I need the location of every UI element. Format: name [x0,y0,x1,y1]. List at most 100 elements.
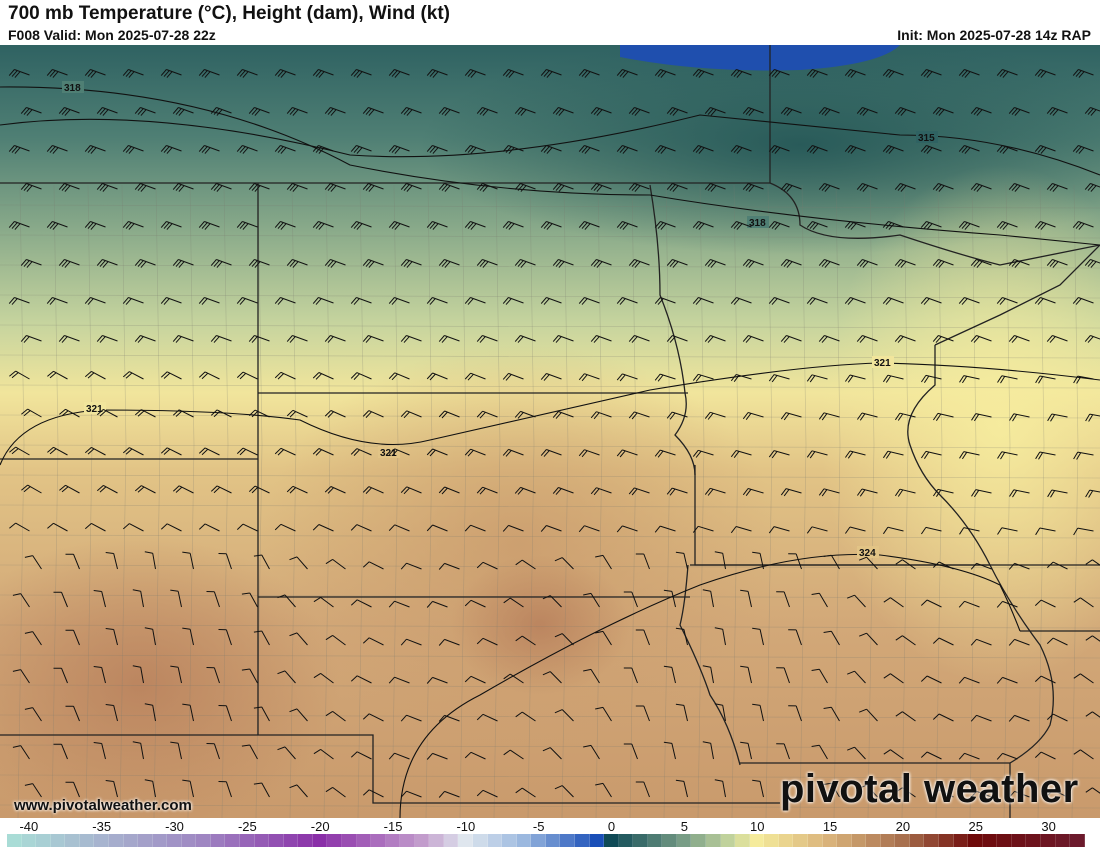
wind-barb [882,374,904,383]
wind-barb [654,449,676,458]
wind-barb [920,450,942,459]
weather-map[interactable]: 318 315 318 321 321 321 324 [0,45,1100,818]
wind-barb [882,221,904,230]
wind-barb [623,591,638,608]
wind-barb [502,448,524,457]
colorbar-tick: -20 [310,819,330,834]
wind-barb [59,484,80,494]
wind-barb [776,743,790,760]
colorbar-cell [822,834,838,847]
wind-barb [996,69,1018,78]
wind-barb [1084,183,1100,192]
wind-barb [1008,714,1030,722]
wind-barb [635,705,650,722]
wind-barb [663,741,676,760]
wind-barb [172,335,194,343]
wind-barb [806,69,828,78]
wind-barb [997,375,1018,384]
wind-barb [704,411,726,420]
wind-barb [134,335,156,343]
wind-barb [438,259,460,268]
wind-barb [312,448,334,456]
wind-barb [590,411,612,420]
wind-barb [752,551,764,570]
colorbar-cell [851,834,867,847]
wind-barb [883,597,904,608]
wind-barb [542,747,562,760]
wind-barb [856,183,878,192]
wind-barb [312,221,334,230]
wind-barb [675,703,688,722]
wind-barb [583,744,600,760]
wind-barb [1034,599,1056,608]
wind-barb [8,69,30,78]
wind-barb [970,259,992,268]
wind-barb [1034,145,1056,154]
county-line [0,474,1100,479]
wind-barb [583,592,600,608]
wind-barb [742,259,764,268]
wind-barb [236,221,258,230]
wind-barb [590,183,612,192]
wind-barb [1085,489,1100,498]
wind-barb [502,372,524,381]
wind-barb [58,259,80,268]
wind-barb [666,259,688,268]
wind-barb [160,221,182,230]
wind-barb [959,527,980,535]
wind-barb [552,183,574,192]
wind-barb [1085,413,1100,422]
wind-barb [742,183,764,192]
wind-barb [1085,787,1100,794]
wind-barb [1073,597,1094,608]
colorbar-cell [341,834,357,847]
wind-barb [400,410,422,419]
colorbar-tick: 25 [968,819,983,834]
county-line [0,714,1100,719]
colorbar-cell [108,834,124,847]
wind-barb [350,297,372,305]
county-line [493,184,501,818]
wind-barb [1073,375,1094,384]
wind-barb [578,69,600,78]
wind-barb [856,488,878,497]
wind-barb [8,297,30,305]
wind-barb [818,107,840,116]
colorbar-cell [487,834,503,847]
wind-barb [350,524,372,532]
wind-barb [198,145,220,154]
wind-barb [476,183,498,192]
colorbar-cell [968,834,983,847]
wind-barb [362,789,384,798]
wind-barb [20,183,42,192]
wind-barb [286,259,308,268]
wind-barb [58,183,80,192]
wind-barb [362,183,384,192]
colorbar-cell [880,834,896,847]
wind-barb [997,451,1018,460]
county-line [0,564,1100,569]
wind-barb [882,450,904,459]
wind-barb [1073,749,1094,760]
wind-barb [277,746,296,760]
wind-barb [623,667,638,684]
wind-barb [894,107,916,116]
wind-barb [426,524,448,532]
wind-barb [666,183,688,192]
wind-barb [426,145,448,154]
colorbar-cell [953,834,969,847]
wind-barb [324,107,346,116]
county-line [0,234,1100,239]
wind-barb [702,741,714,760]
colorbar-cell [1070,834,1085,847]
wind-barb [350,221,372,230]
wind-barb [122,69,144,78]
wind-barb [65,781,80,798]
wind-barb [58,107,80,116]
wind-barb [920,297,942,305]
wind-barb [144,703,156,722]
colorbar-cell [298,834,313,847]
wind-barb [514,335,536,343]
map-title: 700 mb Temperature (°C), Height (dam), W… [8,3,451,24]
county-line [459,184,467,818]
